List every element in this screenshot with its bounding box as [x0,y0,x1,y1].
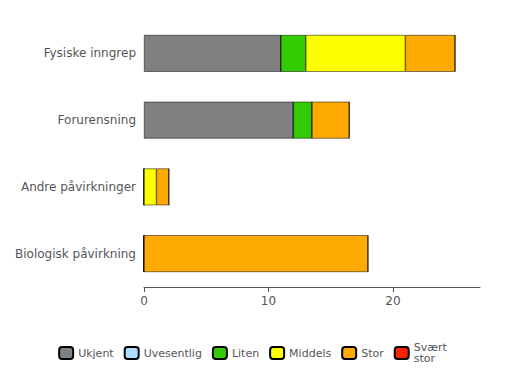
svg-text:Liten: Liten [232,347,259,360]
svg-text:0: 0 [140,294,148,308]
svg-text:Svært: Svært [413,341,447,354]
svg-text:stor: stor [414,352,436,365]
svg-text:Ukjent: Ukjent [78,347,114,360]
svg-text:Fysiske inngrep: Fysiske inngrep [44,46,136,60]
svg-text:10: 10 [261,294,276,308]
svg-text:Stor: Stor [361,347,384,360]
svg-text:20: 20 [385,294,400,308]
svg-text:Middels: Middels [289,347,331,360]
svg-text:Uvesentlig: Uvesentlig [144,347,202,360]
svg-text:Forurensning: Forurensning [58,113,136,127]
svg-text:Andre påvirkninger: Andre påvirkninger [21,180,136,194]
svg-text:Biologisk påvirkning: Biologisk påvirkning [15,247,136,261]
